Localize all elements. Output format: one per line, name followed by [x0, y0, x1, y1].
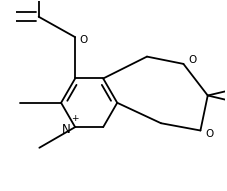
- Text: O: O: [80, 35, 88, 45]
- Text: +: +: [71, 114, 79, 123]
- Text: O: O: [188, 55, 196, 65]
- Text: O: O: [205, 129, 213, 139]
- Text: N: N: [62, 123, 71, 136]
